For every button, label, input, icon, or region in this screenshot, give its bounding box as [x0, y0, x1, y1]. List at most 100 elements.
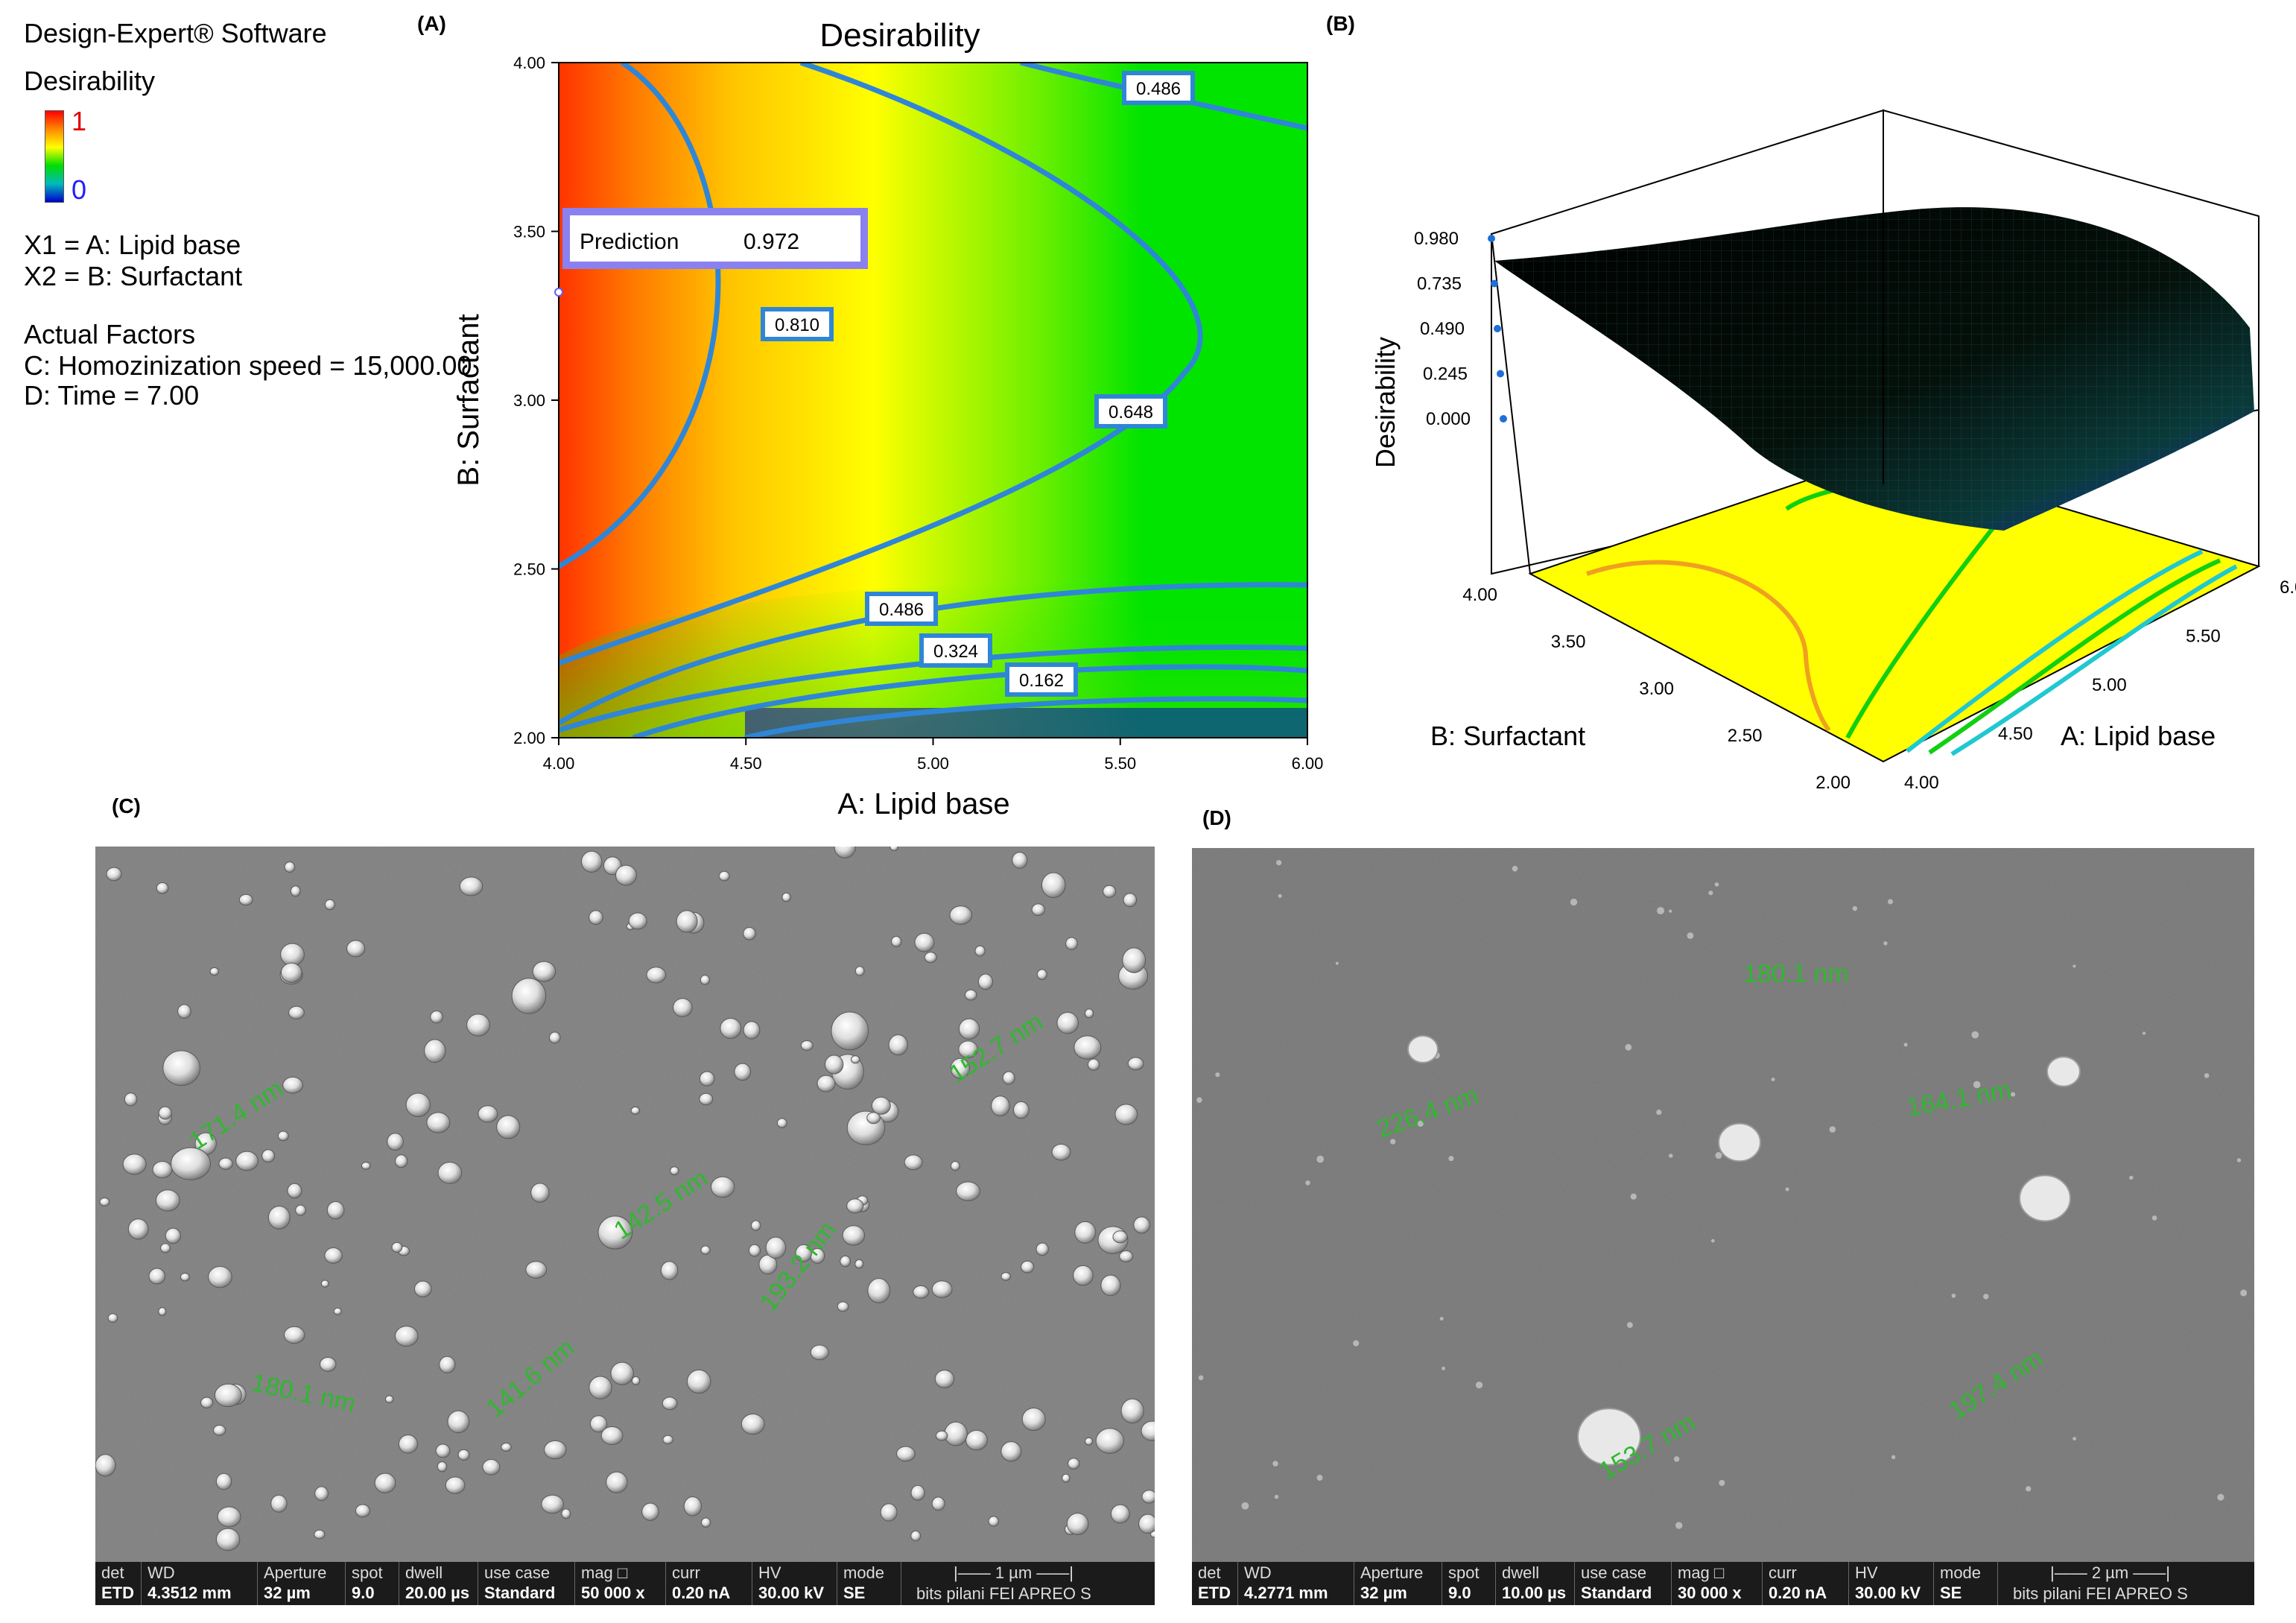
nanoparticle	[1036, 969, 1047, 981]
sem-info-value: SE	[843, 1584, 866, 1602]
scale-bar: |—— 2 µm ——|	[2050, 1563, 2171, 1582]
nanoparticle	[1074, 1035, 1102, 1060]
nanoparticle	[795, 1244, 812, 1262]
nanoparticle	[1675, 1522, 1683, 1529]
nanoparticle	[1085, 1437, 1094, 1446]
nanoparticle	[1316, 1155, 1325, 1163]
y-tick-label: 3.50	[513, 223, 545, 241]
nanoparticle	[1196, 1097, 1202, 1103]
nanoparticle	[931, 1280, 953, 1298]
nanoparticle	[1903, 1043, 1908, 1047]
nanoparticle	[662, 1434, 673, 1445]
nanoparticle	[1719, 1479, 1725, 1487]
nanoparticle	[949, 905, 973, 925]
nanoparticle	[288, 1005, 305, 1019]
nanoparticle	[977, 973, 994, 990]
nanoparticle	[107, 1313, 118, 1323]
sem-info-key: WD	[1244, 1563, 1272, 1582]
nanoparticle	[1002, 1071, 1015, 1085]
nanoparticle	[837, 1301, 849, 1312]
nanoparticle	[880, 1503, 898, 1522]
nanoparticle	[748, 1244, 761, 1257]
nanoparticle	[124, 1092, 138, 1107]
nanoparticle	[974, 945, 986, 957]
sem-info-cell: use case Standard	[478, 1562, 575, 1605]
nanoparticle	[283, 1326, 305, 1344]
nanoparticle	[326, 1200, 345, 1220]
nanoparticle	[1021, 1408, 1046, 1431]
nanoparticle	[958, 1040, 978, 1059]
color-scale-bar	[45, 110, 64, 203]
nanoparticle	[215, 1528, 241, 1551]
nanoparticle	[398, 1434, 418, 1454]
actual-factor-d: D: Time = 7.00	[24, 380, 200, 411]
nanoparticle	[165, 1227, 181, 1244]
nanoparticle	[1056, 1012, 1079, 1034]
sem-info-cell: mag □ 50 000 x	[575, 1562, 666, 1605]
nanoparticle	[589, 910, 603, 926]
nanoparticle	[530, 1183, 550, 1203]
nanoparticle	[1278, 893, 1282, 898]
nanoparticle	[212, 1424, 226, 1436]
nanoparticle	[267, 1206, 291, 1230]
nanoparticle	[589, 1376, 612, 1399]
x-tick-label: 4.50	[1998, 724, 2033, 744]
nanoparticle	[1062, 1473, 1071, 1483]
sem-info-key: mag □	[1678, 1563, 1725, 1582]
contour-level-box	[919, 633, 992, 668]
nanoparticle	[478, 1105, 498, 1123]
nanoparticle	[1133, 1216, 1150, 1234]
sem-info-cell: curr 0.20 nA	[666, 1562, 752, 1605]
nanoparticle	[209, 967, 219, 976]
factor-x2: X2 = B: Surfactant	[24, 261, 243, 291]
nanoparticle	[842, 1225, 866, 1246]
contour-level-box	[761, 307, 834, 341]
factor-x1: X1 = A: Lipid base	[24, 230, 241, 260]
nanoparticle	[734, 1063, 752, 1081]
nanoparticle	[597, 1215, 633, 1250]
nanoparticle	[831, 1011, 869, 1051]
panel-label-d: (D)	[1202, 806, 1231, 829]
nanoparticle	[280, 962, 302, 983]
nanoparticle	[720, 1017, 742, 1040]
nanoparticle	[270, 1494, 288, 1513]
sem-info-value: 9.0	[1448, 1584, 1471, 1602]
nanoparticle	[208, 1266, 232, 1288]
sem-info-cell: Aperture 32 µm	[258, 1562, 346, 1605]
nanoparticle	[387, 1133, 404, 1151]
nanoparticle	[1000, 1272, 1012, 1281]
nanoparticle	[964, 989, 977, 1001]
contour-level-box	[1005, 662, 1078, 697]
nanoparticle	[889, 847, 898, 852]
nanoparticle	[988, 1516, 1000, 1527]
nanoparticle	[699, 1071, 715, 1086]
nanoparticle	[361, 1162, 371, 1170]
nanoparticle	[2073, 964, 2076, 968]
sem-info-key: mode	[1940, 1563, 1982, 1582]
nanoparticle	[1316, 1475, 1323, 1481]
y-tick-label: 3.50	[1551, 632, 1586, 652]
sem-info-key: det	[1198, 1563, 1221, 1582]
nanoparticle	[1141, 1490, 1155, 1504]
nanoparticle	[935, 1430, 948, 1441]
nanoparticle	[913, 1285, 930, 1299]
sem-info-value: 30 000 x	[1678, 1584, 1742, 1602]
nanoparticle	[162, 1050, 200, 1086]
nanoparticle	[1630, 1193, 1637, 1200]
sem-info-bar: det ETD WD 4.2771 mm Aperture 32 µm spot 9.0 dwe…	[1192, 1562, 2254, 1605]
nanoparticle	[914, 932, 935, 952]
contour-level-box	[865, 592, 938, 626]
scale-max-label: 1	[72, 106, 87, 136]
nanoparticle	[1100, 1274, 1121, 1297]
nanoparticle	[896, 1446, 916, 1462]
nanoparticle	[710, 1176, 735, 1198]
nanoparticle	[776, 1118, 787, 1128]
sem-info-value: ETD	[1198, 1584, 1231, 1602]
nanoparticle	[1829, 1126, 1836, 1133]
nanoparticle	[160, 1243, 171, 1253]
sem-info-cell: mode SE	[1934, 1562, 1998, 1605]
scale-bar-cell: |—— 2 µm ——| bits pilani FEI APREO S	[1998, 1562, 2254, 1605]
nanoparticle	[891, 936, 902, 948]
sem-info-value: 30.00 kV	[1855, 1584, 1921, 1602]
nanoparticle	[1274, 1494, 1279, 1499]
